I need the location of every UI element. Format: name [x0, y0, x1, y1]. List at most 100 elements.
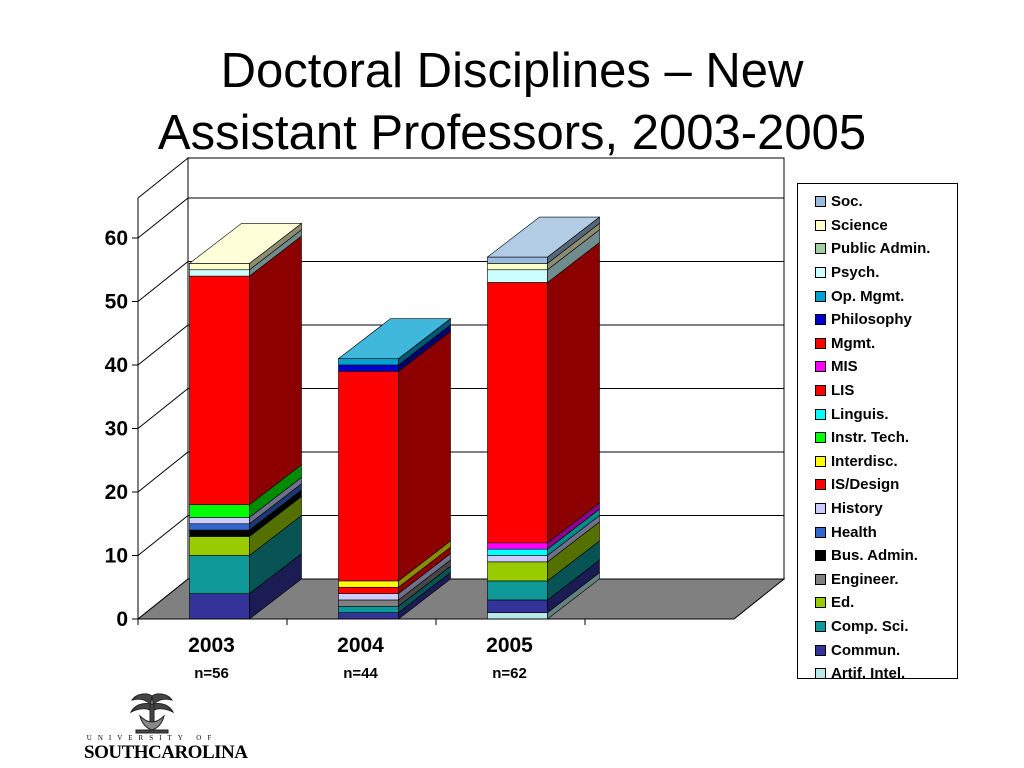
- legend-entry: Artif. Intel.: [798, 662, 957, 686]
- bar-segment: [189, 514, 302, 595]
- legend-label: Instr. Tech.: [831, 429, 910, 447]
- legend-swatch: [815, 550, 826, 562]
- chart-legend: Soc. Science Public Admin. Psych. Op. Mgmt. P…: [797, 183, 958, 682]
- legend-entry: Philosophy: [798, 308, 957, 332]
- legend-label: Ed.: [831, 594, 855, 612]
- bar-segment: [487, 229, 600, 284]
- bar-segment-side: [547, 241, 600, 544]
- gridline: [137, 197, 784, 239]
- bar-segment: [189, 235, 302, 506]
- legend-label: Philosophy: [831, 311, 912, 329]
- legend-label: Comp. Sci.: [831, 617, 909, 635]
- legend-entry: IS/Design: [798, 473, 957, 497]
- bar-top: [337, 318, 452, 359]
- bar-segment: [188, 222, 303, 271]
- bar-segment-front: [487, 555, 548, 563]
- university-logo: UNIVERSITY OF SOUTHCAROLINA: [84, 690, 248, 764]
- legend-swatch: [815, 337, 826, 349]
- legend-swatch: [815, 432, 826, 444]
- palmetto-logo-icon: [129, 693, 175, 734]
- bar-segment: [487, 521, 600, 582]
- bar-segment: [486, 216, 601, 265]
- bar-segment-side: [398, 330, 451, 582]
- legend-entry: Engineer.: [798, 568, 957, 592]
- bar-segment: [189, 483, 302, 531]
- logo-wordmark-top: UNIVERSITY OF: [86, 734, 218, 742]
- category-note: n=44: [343, 665, 378, 682]
- legend-label: History: [831, 500, 883, 518]
- legend-swatch: [815, 243, 826, 255]
- legend-label: Health: [831, 523, 877, 541]
- page-title: Doctoral Disciplines – New Assistant Pro…: [0, 40, 1024, 164]
- bar-segment-front: [487, 548, 548, 556]
- legend-label: Psych.: [831, 264, 880, 282]
- legend-swatch: [815, 620, 826, 632]
- bar-segment-front: [487, 256, 548, 264]
- bar-segment-front: [338, 593, 399, 601]
- legend-swatch: [815, 290, 826, 302]
- bar-segment-front: [338, 612, 399, 620]
- bar-segment-front: [189, 269, 250, 277]
- legend-swatch: [815, 267, 826, 279]
- y-tick-label: 30: [105, 418, 128, 441]
- legend-entry: Interdisc.: [798, 450, 957, 474]
- legend-entry: Comp. Sci.: [798, 615, 957, 639]
- legend-swatch: [815, 361, 826, 373]
- legend-swatch: [815, 408, 826, 420]
- legend-swatch: [815, 573, 826, 585]
- legend-entry: Instr. Tech.: [798, 426, 957, 450]
- bar-segment-front: [189, 555, 250, 594]
- y-tick-label: 0: [116, 608, 128, 631]
- legend-entry: Psych.: [798, 261, 957, 285]
- bar-segment: [487, 241, 600, 544]
- title-line-1: Doctoral Disciplines – New: [220, 44, 804, 98]
- category-note: n=56: [194, 665, 229, 682]
- legend-label: Interdisc.: [831, 452, 898, 470]
- x-tick-label: 2003: [188, 634, 235, 657]
- bar-segment: [189, 495, 302, 557]
- bars: [188, 216, 601, 620]
- bar-segment-front: [338, 580, 399, 588]
- legend-entry: History: [798, 497, 957, 521]
- bar-segment-front: [487, 580, 548, 601]
- legend-entry: Soc.: [798, 190, 957, 214]
- legend-label: Soc.: [831, 193, 863, 211]
- bar-segment-front: [487, 612, 548, 620]
- legend-entry: Health: [798, 520, 957, 544]
- legend-label: Mgmt.: [831, 334, 876, 352]
- bar-segment-front: [487, 269, 548, 283]
- bar-segment: [189, 552, 302, 620]
- legend-label: LIS: [831, 382, 855, 400]
- x-tick-label: 2005: [486, 634, 533, 657]
- bar-segment-front: [487, 263, 548, 271]
- bar-top: [188, 223, 303, 264]
- legend-swatch: [815, 479, 826, 491]
- bar-segment-front: [189, 263, 250, 271]
- y-tick-label: 20: [105, 481, 128, 504]
- legend-entry: LIS: [798, 379, 957, 403]
- legend-swatch: [815, 526, 826, 538]
- y-tick-label: 60: [105, 227, 128, 250]
- bar-top: [486, 216, 601, 258]
- bar-segment: [189, 464, 302, 519]
- legend-swatch: [815, 668, 826, 680]
- bar-segment-front: [338, 586, 399, 594]
- legend-swatch: [815, 644, 826, 656]
- legend-label: Engineer.: [831, 570, 899, 588]
- legend-label: Commun.: [831, 641, 901, 659]
- legend-swatch: [815, 503, 826, 515]
- y-tick-label: 10: [105, 545, 128, 568]
- legend-entry: Ed.: [798, 591, 957, 615]
- bar-segment: [337, 318, 452, 366]
- legend-label: Bus. Admin.: [831, 547, 918, 565]
- bar-segment-front: [338, 599, 399, 607]
- logo-wordmark-main: SOUTHCAROLINA: [84, 742, 248, 763]
- legend-entry: Linguis.: [798, 402, 957, 426]
- legend-label: Public Admin.: [831, 240, 931, 258]
- legend-swatch: [815, 196, 826, 208]
- y-tick-label: 50: [105, 291, 128, 314]
- bar-segment-front: [189, 523, 250, 531]
- bar-segment-front: [189, 536, 250, 556]
- legend-entry: Mgmt.: [798, 332, 957, 356]
